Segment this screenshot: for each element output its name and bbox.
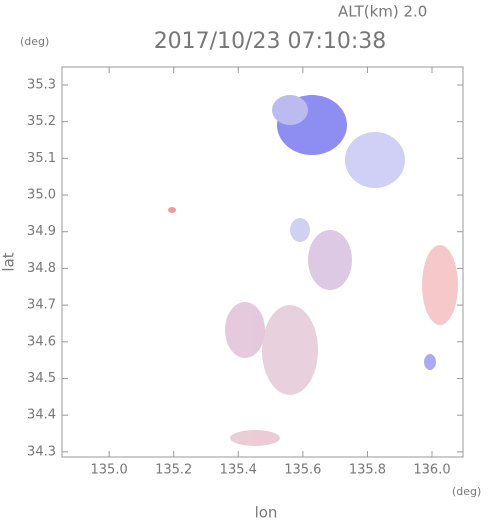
y-tick-label: 34.7 [27, 298, 56, 313]
x-tick-label: 135.4 [220, 463, 257, 478]
y-unit: (deg) [20, 35, 49, 48]
y-tick-label: 35.0 [27, 188, 56, 203]
y-tick-label: 34.8 [27, 261, 56, 276]
echo [262, 305, 318, 395]
y-tick-label: 35.1 [27, 151, 56, 166]
y-tick-label: 34.9 [27, 224, 56, 239]
y-tick-label: 35.2 [27, 114, 56, 129]
chart-title: 2017/10/23 07:10:38 [154, 29, 387, 54]
x-tick-label: 135.0 [91, 463, 128, 478]
echo [225, 302, 265, 358]
echo [422, 245, 458, 325]
y-tick-label: 34.3 [27, 444, 56, 459]
echo [168, 207, 176, 213]
echo [308, 230, 352, 290]
x-unit: (deg) [452, 485, 481, 498]
x-tick-label: 135.8 [349, 463, 386, 478]
x-tick-label: 135.6 [284, 463, 321, 478]
x-tick-label: 135.2 [155, 463, 192, 478]
y-tick-label: 34.5 [27, 371, 56, 386]
x-axis-label: lon [255, 504, 278, 521]
echo [290, 218, 310, 242]
y-tick-label: 35.3 [27, 77, 56, 92]
y-tick-label: 34.6 [27, 334, 56, 349]
radar-echoes [168, 95, 458, 446]
x-tick-label: 136.0 [413, 463, 450, 478]
echo [424, 354, 436, 370]
plot-frame [61, 66, 464, 458]
echo [272, 95, 308, 125]
echo [345, 132, 405, 188]
y-axis-label: lat [0, 252, 18, 271]
echo [230, 430, 280, 446]
y-tick-label: 34.4 [27, 408, 56, 423]
annotation: ALT(km) 2.0 [338, 3, 427, 21]
